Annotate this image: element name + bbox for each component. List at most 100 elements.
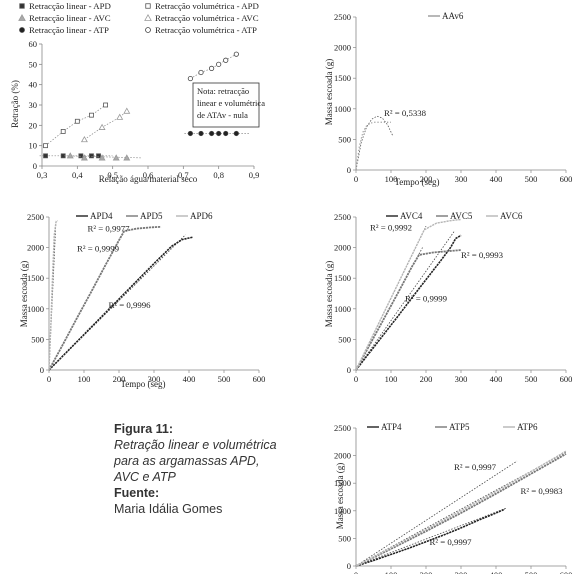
apd-ytick-label: 2500 bbox=[27, 212, 44, 222]
figure-caption: Figura 11: Retração linear e volumétrica… bbox=[114, 421, 284, 517]
retraccao-xtick-label: 0,3 bbox=[37, 170, 48, 180]
retraccao-point bbox=[223, 57, 229, 63]
atp-r2-label: R² = 0,9983 bbox=[521, 486, 564, 496]
aav6-ytick-label: 2000 bbox=[334, 43, 351, 53]
atp-series-line bbox=[355, 453, 567, 567]
retraccao-point bbox=[78, 153, 84, 159]
retraccao-ylabel: Retração (%) bbox=[10, 80, 20, 128]
retraccao-point bbox=[98, 123, 106, 130]
retraccao-note-line-3: de ATAv - nula bbox=[197, 110, 248, 120]
retraccao-legend-marker bbox=[19, 27, 25, 33]
atp-ytick-label: 1500 bbox=[334, 478, 351, 488]
apd-ylabel: Massa escoada (g) bbox=[19, 261, 29, 327]
atp-xtick-label: 0 bbox=[354, 570, 358, 574]
apd-r2-label: R² = 0,9999 bbox=[77, 243, 120, 253]
retraccao-legend-label: Retracção volumétrica - APD bbox=[155, 1, 259, 11]
avc-legend-label: AVC4 bbox=[400, 211, 423, 221]
aav6-xtick-label: 600 bbox=[560, 174, 573, 184]
retraccao-point bbox=[216, 61, 222, 67]
atp-ylabel: Massa escoada (g) bbox=[335, 463, 345, 529]
retraccao-xtick-label: 0,8 bbox=[213, 170, 224, 180]
atp-ytick-label: 500 bbox=[338, 533, 351, 543]
atp-xtick-label: 400 bbox=[490, 570, 503, 574]
aav6-ytick-label: 0 bbox=[347, 165, 351, 175]
avc-xtick-label: 300 bbox=[455, 374, 468, 384]
retraccao-xlabel: Relação água/material seco bbox=[99, 174, 198, 184]
apd-series-line bbox=[48, 220, 59, 371]
retraccao-point bbox=[209, 65, 215, 72]
retraccao-ytick-label: 0 bbox=[33, 161, 37, 171]
retraccao-legend-marker bbox=[18, 14, 26, 21]
avc-xtick-label: 600 bbox=[560, 374, 573, 384]
atp-r2-label: R² = 0,9997 bbox=[454, 462, 497, 472]
retraccao-point bbox=[233, 130, 239, 137]
apd-r2-label: R² = 0,9996 bbox=[109, 300, 152, 310]
atp-trendline bbox=[355, 460, 518, 567]
caption-source: Maria Idália Gomes bbox=[114, 502, 223, 516]
apd-series-line bbox=[48, 236, 193, 371]
apd-legend-label: APD5 bbox=[140, 211, 163, 221]
retraccao-note: Nota: retracção linear e volumétrica de … bbox=[192, 82, 265, 128]
apd-xtick-label: 500 bbox=[218, 374, 231, 384]
retraccao-point bbox=[66, 152, 74, 159]
retraccao-marks bbox=[39, 51, 251, 161]
aav6-xtick-label: 500 bbox=[525, 174, 538, 184]
atp-ytick-label: 2000 bbox=[334, 451, 351, 461]
caption-text: Retração linear e volumétrica para as ar… bbox=[114, 438, 277, 484]
retraccao-point bbox=[198, 130, 204, 137]
aav6-trendline bbox=[355, 115, 394, 171]
avc-r2-label: R² = 0,9993 bbox=[461, 250, 504, 260]
avc-xtick-label: 500 bbox=[525, 374, 538, 384]
apd-legend-label: APD6 bbox=[190, 211, 213, 221]
atp-legend-label: ATP5 bbox=[449, 422, 470, 432]
retraccao-point bbox=[80, 135, 88, 143]
atp-ytick-label: 2500 bbox=[334, 423, 351, 433]
avc-ytick-label: 500 bbox=[338, 334, 351, 344]
aav6-ytick-label: 1000 bbox=[334, 104, 351, 114]
retraccao-note-line-1: Nota: retracção bbox=[197, 86, 249, 96]
retraccao-note-line-2: linear e volumétrica bbox=[197, 98, 265, 108]
retraccao-legend-label: Retracção linear - APD bbox=[29, 1, 111, 11]
atp-series-line bbox=[355, 450, 567, 567]
retraccao-point bbox=[198, 69, 204, 76]
retraccao-xtick-label: 0,6 bbox=[143, 170, 154, 180]
apd-r2-label: R² = 0,9977 bbox=[88, 224, 131, 234]
aav6-ytick-label: 1500 bbox=[334, 73, 351, 83]
retraccao-point bbox=[123, 107, 131, 114]
aav6-xtick-label: 100 bbox=[385, 174, 398, 184]
retraccao-point bbox=[233, 51, 239, 57]
atp-legend-label: ATP4 bbox=[381, 422, 402, 432]
retraccao-ytick-label: 40 bbox=[29, 80, 38, 90]
aav6-ytick-label: 500 bbox=[338, 134, 351, 144]
atp-series-line bbox=[355, 508, 506, 567]
retraccao-point bbox=[103, 102, 108, 108]
avc-ytick-label: 1500 bbox=[334, 273, 351, 283]
retraccao-legend-label: Retracção linear - AVC bbox=[29, 13, 111, 23]
atp-plot: 0 500 1000 1500 2000 2500 0 100 200 300 400 500 600 A… bbox=[334, 422, 572, 574]
retraccao-xtick-label: 0,4 bbox=[72, 170, 83, 180]
apd-ytick-label: 0 bbox=[40, 365, 44, 375]
retraccao-point bbox=[96, 153, 101, 159]
avc-xtick-label: 400 bbox=[490, 374, 503, 384]
retraccao-point bbox=[187, 130, 193, 137]
avc-r2-label: R² = 0,9992 bbox=[370, 222, 412, 232]
avc-series-line bbox=[355, 234, 462, 371]
avc-xtick-label: 0 bbox=[354, 374, 358, 384]
apd-xtick-label: 400 bbox=[183, 374, 196, 384]
aav6-r2-label: R² = 0,5338 bbox=[384, 108, 427, 118]
apd-trendline bbox=[48, 234, 186, 371]
atp-ytick-label: 0 bbox=[347, 561, 351, 571]
aav6-legend-label: AAv6 bbox=[442, 11, 464, 21]
retraccao-ytick-label: 20 bbox=[29, 120, 38, 130]
avc-trendline bbox=[355, 231, 455, 371]
atp-xtick-label: 500 bbox=[525, 570, 538, 574]
atp-ytick-label: 1000 bbox=[334, 506, 351, 516]
atp-xtick-label: 100 bbox=[385, 570, 398, 574]
retraccao-legend-label: Retracção volumétrica - ATP bbox=[155, 25, 257, 35]
apd-ytick-label: 1500 bbox=[27, 273, 44, 283]
atp-xtick-label: 200 bbox=[420, 570, 433, 574]
retraccao-point bbox=[123, 154, 131, 161]
retraccao-point bbox=[116, 113, 124, 120]
